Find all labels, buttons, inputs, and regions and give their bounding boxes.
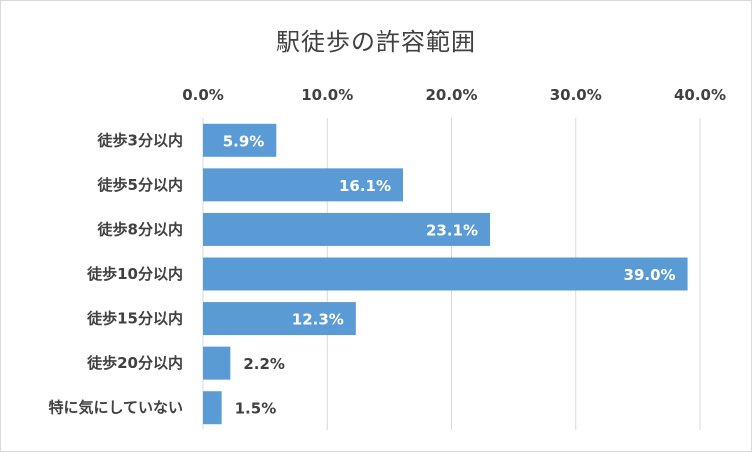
data-label: 16.1% bbox=[339, 177, 391, 195]
tick-label: 40.0% bbox=[674, 86, 726, 104]
chart-title: 駅徒歩の許容範囲 bbox=[276, 28, 476, 56]
bar bbox=[203, 212, 491, 246]
data-label: 2.2% bbox=[243, 355, 285, 373]
bar bbox=[203, 346, 231, 380]
tick-label: 30.0% bbox=[550, 86, 602, 104]
data-label: 1.5% bbox=[235, 400, 277, 418]
bar bbox=[203, 123, 277, 157]
bar bbox=[203, 257, 688, 291]
bar bbox=[203, 302, 356, 336]
category-label: 特に気にしていない bbox=[48, 399, 183, 417]
tick-label: 20.0% bbox=[425, 86, 477, 104]
category-label: 徒歩20分以内 bbox=[86, 354, 183, 372]
category-label: 徒歩3分以内 bbox=[97, 131, 183, 149]
category-label: 徒歩10分以内 bbox=[86, 265, 183, 283]
category-label: 徒歩5分以内 bbox=[97, 176, 183, 194]
tick-label: 10.0% bbox=[301, 86, 353, 104]
data-label: 39.0% bbox=[624, 266, 676, 284]
bar bbox=[203, 168, 404, 202]
data-label: 23.1% bbox=[426, 221, 478, 239]
category-label: 徒歩15分以内 bbox=[86, 310, 183, 328]
category-label: 徒歩8分以内 bbox=[97, 220, 183, 238]
data-label: 12.3% bbox=[292, 311, 344, 329]
bar bbox=[203, 391, 222, 425]
tick-label: 0.0% bbox=[182, 86, 224, 104]
data-label: 5.9% bbox=[223, 132, 265, 150]
